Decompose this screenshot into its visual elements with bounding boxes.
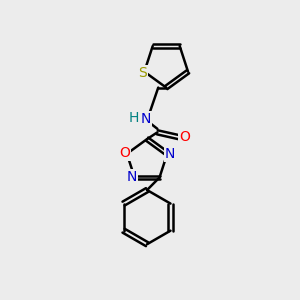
- Text: H: H: [129, 112, 139, 125]
- Text: N: N: [127, 170, 137, 184]
- Text: O: O: [179, 130, 190, 144]
- Text: N: N: [140, 112, 151, 126]
- Text: N: N: [165, 147, 175, 161]
- Text: S: S: [139, 66, 147, 80]
- Text: O: O: [119, 146, 130, 160]
